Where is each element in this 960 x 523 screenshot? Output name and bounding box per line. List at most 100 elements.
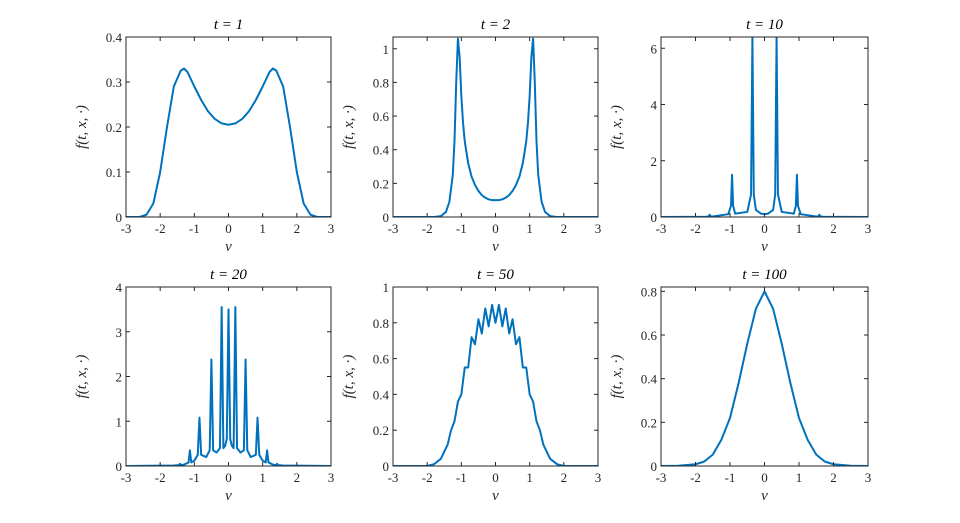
x-axis-label: v [492,488,499,504]
x-tick-label: 0 [492,470,499,485]
y-tick-label: 0 [116,459,123,474]
series-line-4-1 [126,306,331,466]
x-tick-label: -1 [189,221,200,236]
x-tick-label: 3 [328,221,335,236]
axes-box [392,286,599,467]
x-tick-label: 3 [595,470,602,485]
y-tick-label: 0.8 [373,316,389,331]
x-tick-label: 1 [526,470,533,485]
x-tick-label: 1 [796,221,803,236]
x-axis-label: v [761,488,768,504]
y-tick-label: 4 [651,98,658,113]
y-tick-label: 0.4 [641,372,658,387]
x-tick-label: 1 [259,221,266,236]
x-tick-label: 2 [830,470,837,485]
y-tick-label: 0 [651,210,658,225]
y-tick-label: 0.8 [373,75,389,90]
x-tick-label: -2 [690,221,701,236]
x-tick-label: -2 [690,470,701,485]
x-tick-label: -2 [155,470,166,485]
y-tick-label: 1 [383,42,390,57]
subplot-1: -3 -2 -1 0 1 2 3 0 0.1 0.2 0.3 0.4 t = 1 v f(t, x, ·) [74,17,334,255]
axes-box [392,36,599,218]
x-tick-label: 2 [294,470,301,485]
y-tick-label: 0.4 [106,30,123,45]
y-axis-label: f(t, x, ·) [341,355,357,399]
y-tick-label: 0.6 [373,352,390,367]
y-tick-label: 0.2 [641,415,657,430]
y-tick-label: 0.2 [373,423,389,438]
x-tick-label: 0 [761,470,768,485]
y-axis-label: f(t, x, ·) [609,355,625,399]
x-tick-label: -1 [725,470,736,485]
x-tick-label: 2 [561,221,568,236]
x-tick-label: 2 [294,221,301,236]
y-tick-label: 4 [116,280,123,295]
y-tick-label: 1 [383,280,390,295]
y-tick-label: 3 [116,325,123,340]
y-tick-label: 0 [116,210,123,225]
subplot-2: -3 -2 -1 0 1 2 3 0 0.2 0.4 0.6 0.8 1 t = 2 v f(t, x, ·) [341,17,601,255]
x-tick-label: 0 [225,470,232,485]
x-tick-label: -1 [456,470,467,485]
x-tick-label: 1 [796,470,803,485]
y-tick-label: 0.6 [373,109,390,124]
y-tick-label: 0.4 [373,143,390,158]
y-axis-label: f(t, x, ·) [609,105,625,149]
subplot-title: t = 50 [477,267,514,283]
y-axis-label: f(t, x, ·) [74,355,90,399]
x-tick-label: 0 [761,221,768,236]
x-tick-label: -3 [121,221,132,236]
axes-box [660,286,869,467]
subplot-6: -3 -2 -1 0 1 2 3 0 0.2 0.4 0.6 0.8 t = 100 v f(t, x, ·… [609,267,871,504]
y-tick-label: 0.3 [106,75,122,90]
x-tick-label: 1 [259,470,266,485]
y-tick-label: 0.2 [373,176,389,191]
subplot-title: t = 100 [742,267,787,283]
y-tick-label: 0 [383,210,390,225]
x-tick-label: -1 [456,221,467,236]
x-tick-label: 3 [865,470,872,485]
x-tick-label: 2 [830,221,837,236]
y-axis-label: f(t, x, ·) [341,105,357,149]
x-tick-label: -1 [725,221,736,236]
x-tick-label: -3 [656,470,667,485]
x-tick-label: 0 [492,221,499,236]
y-tick-label: 0 [383,459,390,474]
series-line-2-1 [393,37,598,217]
y-tick-label: 0 [651,459,658,474]
y-tick-label: 6 [651,41,658,56]
y-tick-label: 0.8 [641,284,657,299]
subplot-4: -3 -2 -1 0 1 2 3 0 1 2 3 4 t = 20 v f(t, x, ·) [74,267,334,504]
x-tick-label: 2 [561,470,568,485]
y-tick-label: 2 [116,370,123,385]
series-line-1-1 [126,67,331,217]
x-axis-label: v [492,239,499,255]
x-tick-label: 0 [225,221,232,236]
x-tick-label: 1 [526,221,533,236]
x-tick-label: -2 [422,221,433,236]
x-tick-label: -1 [189,470,200,485]
x-tick-label: -2 [155,221,166,236]
x-axis-label: v [225,239,232,255]
y-tick-label: 0.4 [373,387,390,402]
series-line-6-1 [661,290,868,466]
subplot-title: t = 20 [210,267,247,283]
series-line-3-1 [661,37,868,217]
series-line-5-1 [393,303,598,466]
subplot-title: t = 2 [481,17,511,33]
y-axis-label: f(t, x, ·) [74,105,90,149]
x-axis-label: v [761,239,768,255]
x-tick-label: 3 [328,470,335,485]
y-tick-label: 0.2 [106,120,122,135]
subplot-5: -3 -2 -1 0 1 2 3 0 0.2 0.4 0.6 0.8 1 t = 50 v f(t, x, ·… [341,267,601,504]
y-tick-label: 0.1 [106,165,122,180]
y-tick-label: 2 [651,154,658,169]
subplot-title: t = 1 [214,17,243,33]
x-tick-label: -3 [121,470,132,485]
subplot-3: -3 -2 -1 0 1 2 3 0 2 4 6 t = 10 v f(t, x, ·) [609,17,871,255]
x-tick-label: 3 [595,221,602,236]
y-tick-label: 1 [116,414,123,429]
x-tick-label: 3 [865,221,872,236]
